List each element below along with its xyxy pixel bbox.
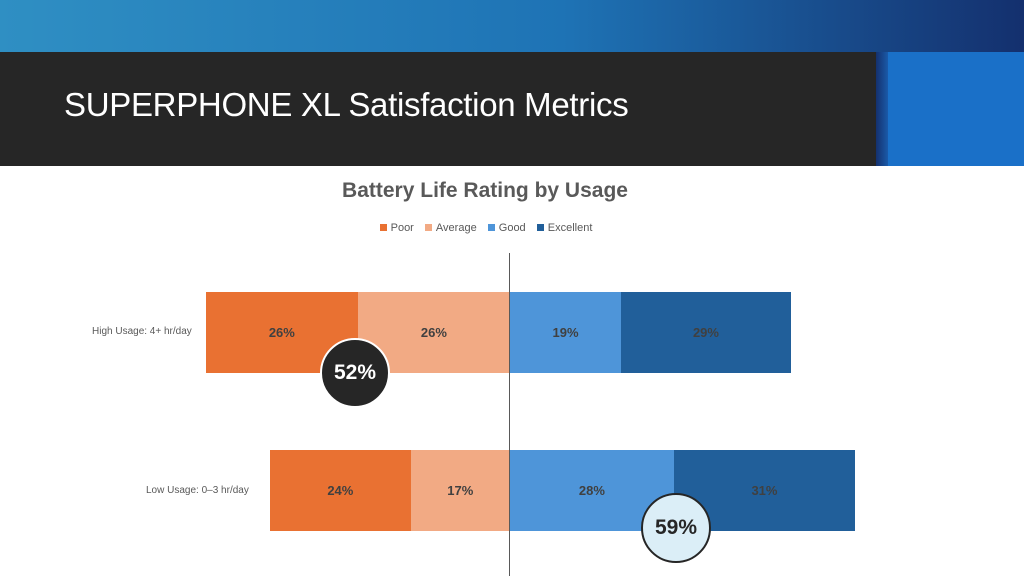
category-label-high-usage: High Usage: 4+ hr/day [92,326,192,337]
data-label-excellent-high-usage: 29% [692,325,719,340]
data-label-excellent-low-usage: 31% [751,483,778,498]
bar-poor-high-usage: 26% [205,292,358,373]
legend-swatch-good [487,224,495,231]
legend-swatch-poor [379,224,387,231]
accent-box [888,52,1024,166]
data-label-good-high-usage: 19% [552,325,579,340]
legend-item-good: Good [487,222,526,234]
legend-label-poor: Poor [390,222,414,234]
legend-label-good: Good [498,222,526,234]
legend-item-average: Average [424,222,477,234]
bar-average-low-usage: 17% [410,450,510,531]
legend-label-excellent: Excellent [547,222,593,234]
legend-label-average: Average [435,222,477,234]
legend-item-excellent: Excellent [536,222,593,234]
chart-legend: Poor Average Good Excellent [0,222,972,234]
callout-bubble-high-usage: 52% [320,338,390,408]
callout-bubble-low-usage: 59% [641,493,711,563]
chart-center-axis [509,253,510,576]
category-label-low-usage: Low Usage: 0–3 hr/day [146,485,249,496]
bar-excellent-high-usage: 29% [621,292,791,373]
data-label-average-low-usage: 17% [447,483,474,498]
legend-swatch-average [424,224,432,231]
bar-poor-low-usage: 24% [270,450,411,531]
data-label-good-low-usage: 28% [578,483,605,498]
header-gradient-band [0,0,1024,52]
legend-item-poor: Poor [379,222,414,234]
data-label-average-high-usage: 26% [420,325,447,340]
chart-title: Battery Life Rating by Usage [342,179,628,202]
data-label-poor-high-usage: 26% [268,325,295,340]
data-label-poor-low-usage: 24% [327,483,354,498]
slide-title: SUPERPHONE XL Satisfaction Metrics [64,86,629,123]
accent-shadow [876,52,888,166]
legend-swatch-excellent [536,224,544,231]
bar-good-high-usage: 19% [510,292,622,373]
title-bar: SUPERPHONE XL Satisfaction Metrics [0,52,876,166]
